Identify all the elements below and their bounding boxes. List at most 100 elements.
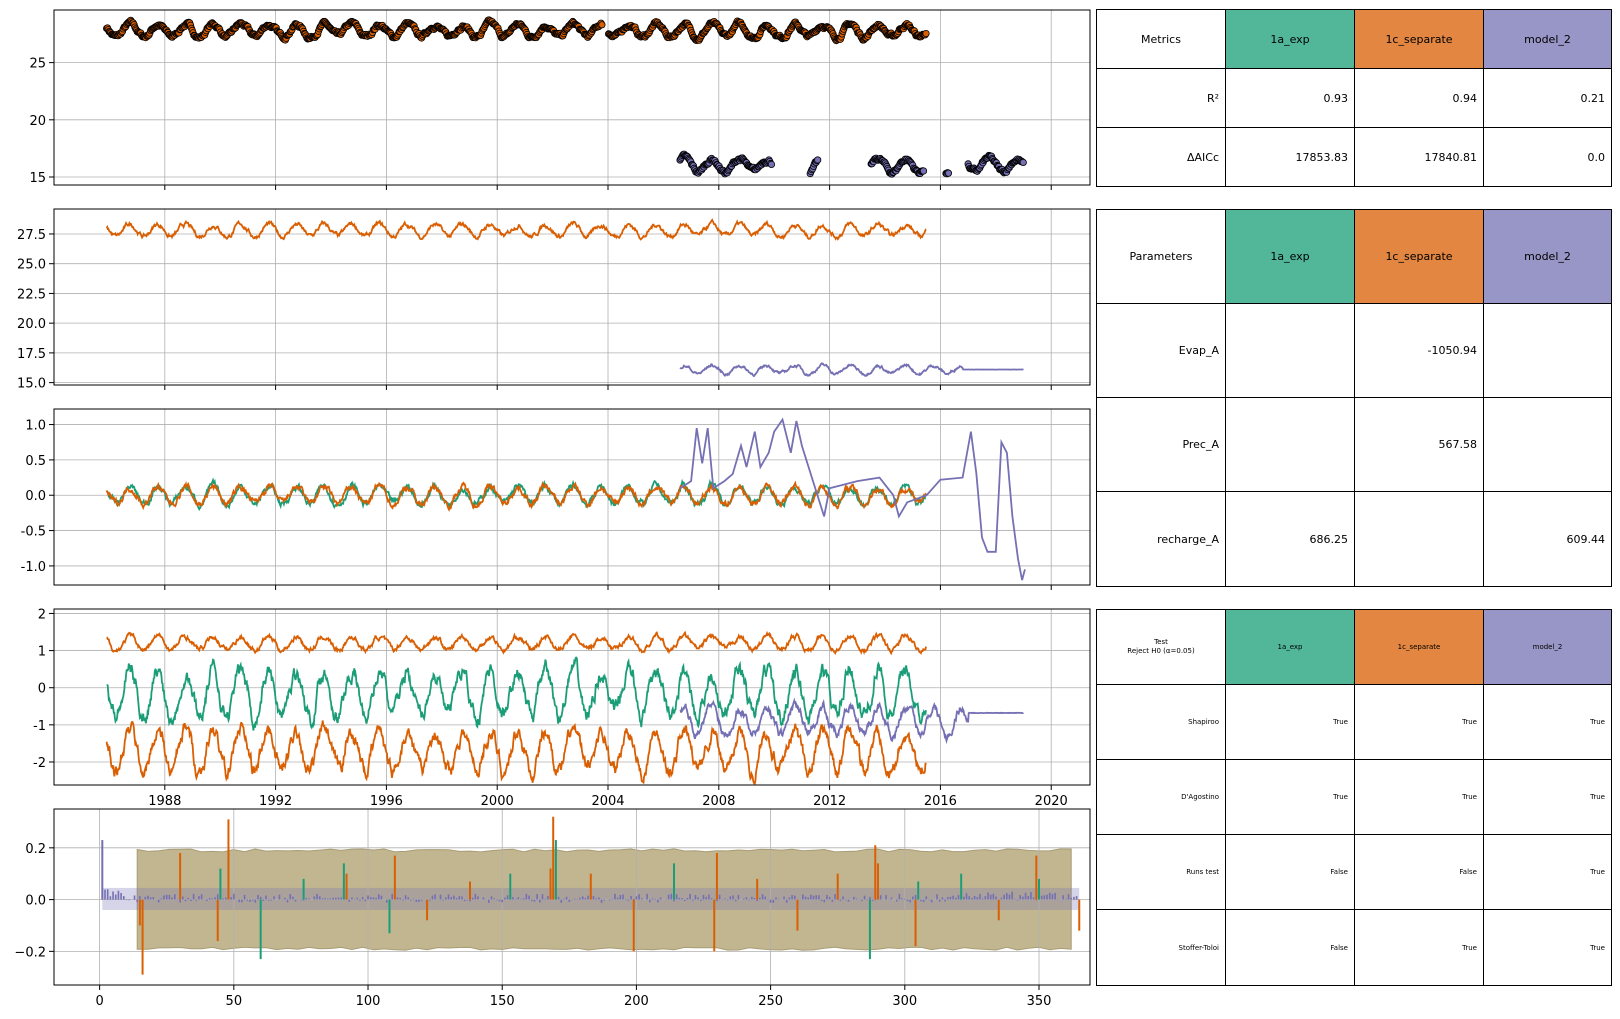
y-tick-label: 0 xyxy=(38,682,46,697)
acf-bar xyxy=(1032,897,1035,900)
acf-bar xyxy=(399,897,402,900)
acf-bar xyxy=(501,899,504,903)
acf-bar xyxy=(165,894,168,900)
acf-bar xyxy=(879,895,882,900)
acf-bar xyxy=(321,898,324,900)
acf-bar xyxy=(533,899,536,902)
acf-bar xyxy=(233,893,235,900)
acf-bar xyxy=(683,899,686,902)
series-line-3 xyxy=(105,720,927,785)
acf-bar xyxy=(487,899,490,903)
acf-bar xyxy=(955,897,957,900)
acf-bar xyxy=(104,889,106,900)
acf-bar xyxy=(1016,899,1019,901)
x-tick-label: 350 xyxy=(1027,994,1052,1009)
x-tick-label: 1996 xyxy=(370,794,403,809)
acf-bar xyxy=(1024,892,1027,900)
acf-bar xyxy=(1073,896,1075,900)
y-tick-label: 0.2 xyxy=(25,842,46,857)
acf-bar xyxy=(463,899,466,902)
acf-bar xyxy=(128,899,130,901)
acf-bar xyxy=(885,895,887,900)
metrics-row-label: R² xyxy=(1096,68,1226,128)
tests-cell: False xyxy=(1225,909,1355,986)
acf-bar xyxy=(944,899,946,902)
acf-bar xyxy=(482,897,485,900)
acf-bar xyxy=(369,897,372,900)
acf-bar xyxy=(565,896,568,900)
acf-bar xyxy=(965,893,968,900)
y-tick-label: 0.5 xyxy=(25,454,46,469)
acf-bar xyxy=(377,894,380,900)
acf-bar xyxy=(922,899,925,903)
acf-bar xyxy=(598,897,600,900)
acf-bar xyxy=(973,895,976,900)
acf-bar xyxy=(576,898,579,900)
acf-bar xyxy=(160,898,163,900)
y-tick-label: 15 xyxy=(29,171,46,186)
acf-bar xyxy=(753,897,756,900)
x-tick-label: 2012 xyxy=(813,794,846,809)
acf-bar xyxy=(700,899,702,901)
acf-bar xyxy=(434,894,436,900)
acf-bar xyxy=(498,899,501,902)
acf-bar xyxy=(259,896,262,900)
acf-bar xyxy=(756,899,758,901)
acf-bar xyxy=(745,897,748,900)
acf-bar xyxy=(930,899,933,903)
acf-bar xyxy=(404,895,407,900)
acf-bar xyxy=(1048,892,1051,900)
parameters-header-1a: 1a_exp xyxy=(1225,209,1355,304)
acf-bar xyxy=(402,899,404,901)
acf-bar xyxy=(211,898,214,900)
observation-point xyxy=(922,29,930,38)
observation-point xyxy=(919,167,928,175)
acf-bar xyxy=(447,894,450,900)
parameters-cell: 567.58 xyxy=(1354,397,1484,492)
acf-bar xyxy=(168,894,171,900)
acf-bar xyxy=(705,896,707,900)
acf-bar xyxy=(557,896,560,900)
y-tick-label: -1.0 xyxy=(21,560,46,575)
acf-bar xyxy=(455,898,458,900)
acf-bar xyxy=(659,897,662,900)
acf-bar xyxy=(173,894,176,900)
tests-cell: True xyxy=(1483,759,1612,835)
acf-bar xyxy=(761,894,764,900)
acf-bar xyxy=(316,893,318,900)
acf-bar xyxy=(834,894,836,900)
acf-bar xyxy=(839,899,842,901)
metrics-header-1a: 1a_exp xyxy=(1225,9,1355,69)
acf-bar xyxy=(938,899,941,902)
acf-bar xyxy=(506,895,509,900)
x-tick-label: 200 xyxy=(624,994,649,1009)
acf-bar xyxy=(614,893,616,900)
acf-bar xyxy=(670,893,673,900)
x-tick-label: 1992 xyxy=(259,794,292,809)
acf-bar xyxy=(461,896,463,900)
parameters-cell: 686.25 xyxy=(1225,491,1355,587)
metrics-cell: 17840.81 xyxy=(1354,127,1484,187)
acf-bar xyxy=(450,897,453,900)
metrics-cell: 0.0 xyxy=(1483,127,1612,187)
acf-bar xyxy=(415,899,418,902)
tests-cell: True xyxy=(1225,684,1355,760)
x-tick-label: 2000 xyxy=(481,794,514,809)
acf-bar xyxy=(863,895,866,900)
acf-bar xyxy=(541,894,544,900)
acf-bar xyxy=(748,899,750,901)
acf-bar xyxy=(946,897,949,900)
acf-bar xyxy=(718,894,721,900)
x-tick-label: 150 xyxy=(490,994,515,1009)
acf-bar xyxy=(928,899,930,901)
acf-bar xyxy=(936,894,938,900)
acf-bar xyxy=(136,899,139,903)
metrics-cell: 0.94 xyxy=(1354,68,1484,128)
acf-bar xyxy=(855,898,858,900)
acf-bar xyxy=(1011,891,1013,900)
acf-bar xyxy=(831,899,834,902)
acf-bar xyxy=(716,899,718,902)
acf-bar xyxy=(208,898,211,900)
acf-bar xyxy=(989,894,992,900)
acf-bar xyxy=(563,898,565,900)
